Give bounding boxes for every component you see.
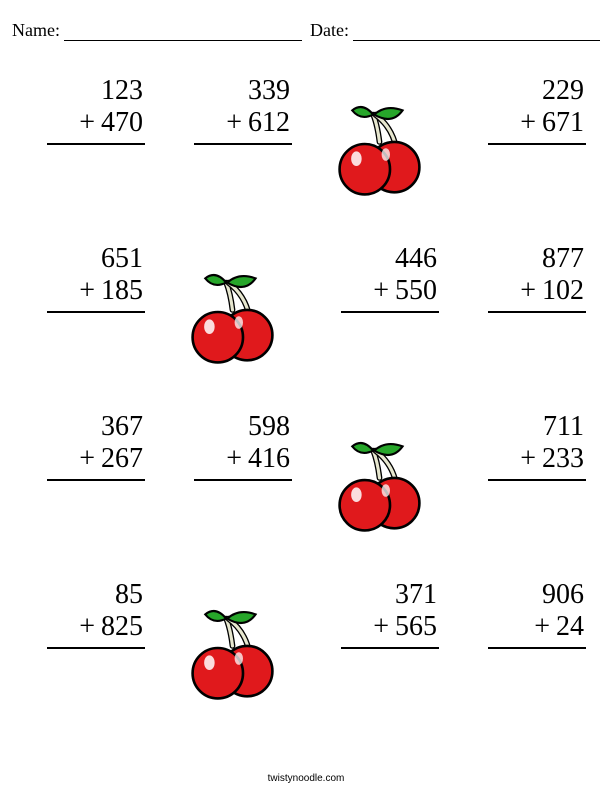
problem-rule [47,311,145,313]
operator-plus: + [226,443,242,475]
addition-problem: 651 + 185 [12,237,159,397]
problem-rule [488,311,586,313]
cherry-icon [180,270,285,375]
problem-rule [488,143,586,145]
addend-top: 371 [395,579,439,611]
addend-bottom-row: + 24 [534,611,586,643]
operator-plus: + [520,107,536,139]
date-field: Date: [310,20,600,41]
addend-top: 711 [543,411,586,443]
addend-bottom-row: + 233 [520,443,586,475]
addition-problem: 446 + 550 [306,237,453,397]
addend-top: 651 [101,243,145,275]
operator-plus: + [226,107,242,139]
addition-problem: 711 + 233 [453,405,600,565]
addend-bottom: 102 [542,275,584,307]
addend-top: 85 [115,579,145,611]
date-label: Date: [310,20,349,41]
problem-rule [194,143,292,145]
addend-top: 367 [101,411,145,443]
addition-problem: 85 + 825 [12,573,159,733]
operator-plus: + [79,443,95,475]
date-blank-line[interactable] [353,21,600,41]
addend-top: 877 [542,243,586,275]
addend-bottom: 24 [556,611,584,643]
addend-bottom: 825 [101,611,143,643]
addend-bottom-row: + 550 [373,275,439,307]
addend-bottom-row: + 565 [373,611,439,643]
problem-grid: 123 + 470 339 + 612 229 + 671 651 [12,69,600,733]
name-label: Name: [12,20,60,41]
addition-problem: 339 + 612 [159,69,306,229]
cherry-icon [327,102,432,207]
addend-bottom-row: + 185 [79,275,145,307]
problem-rule [341,311,439,313]
addend-bottom: 233 [542,443,584,475]
operator-plus: + [520,443,536,475]
addend-top: 598 [248,411,292,443]
cherry-illustration [306,405,453,565]
addend-bottom-row: + 671 [520,107,586,139]
problem-rule [47,647,145,649]
problem-rule [488,647,586,649]
addend-bottom: 470 [101,107,143,139]
addend-bottom: 565 [395,611,437,643]
addend-top: 446 [395,243,439,275]
problem-rule [488,479,586,481]
addend-bottom: 185 [101,275,143,307]
addition-problem: 906 + 24 [453,573,600,733]
name-field: Name: [12,20,302,41]
problem-rule [194,479,292,481]
operator-plus: + [373,611,389,643]
operator-plus: + [79,275,95,307]
addition-problem: 598 + 416 [159,405,306,565]
addend-bottom: 550 [395,275,437,307]
addend-bottom-row: + 470 [79,107,145,139]
operator-plus: + [79,611,95,643]
cherry-icon [327,438,432,543]
addend-bottom: 671 [542,107,584,139]
worksheet-header: Name: Date: [12,20,600,41]
cherry-illustration [306,69,453,229]
addend-top: 123 [101,75,145,107]
footer-credit: twistynoodle.com [0,773,612,784]
problem-rule [47,479,145,481]
addend-bottom: 612 [248,107,290,139]
addend-bottom-row: + 612 [226,107,292,139]
operator-plus: + [520,275,536,307]
addition-problem: 877 + 102 [453,237,600,397]
problem-rule [47,143,145,145]
cherry-icon [180,606,285,711]
addend-bottom-row: + 267 [79,443,145,475]
addend-top: 906 [542,579,586,611]
cherry-illustration [159,573,306,733]
addend-bottom-row: + 102 [520,275,586,307]
addend-bottom: 267 [101,443,143,475]
problem-rule [341,647,439,649]
cherry-illustration [159,237,306,397]
name-blank-line[interactable] [64,21,302,41]
addend-bottom-row: + 416 [226,443,292,475]
addend-bottom-row: + 825 [79,611,145,643]
addend-top: 339 [248,75,292,107]
addition-problem: 229 + 671 [453,69,600,229]
addition-problem: 123 + 470 [12,69,159,229]
addition-problem: 367 + 267 [12,405,159,565]
addition-problem: 371 + 565 [306,573,453,733]
operator-plus: + [373,275,389,307]
addend-bottom: 416 [248,443,290,475]
addend-top: 229 [542,75,586,107]
operator-plus: + [534,611,550,643]
operator-plus: + [79,107,95,139]
